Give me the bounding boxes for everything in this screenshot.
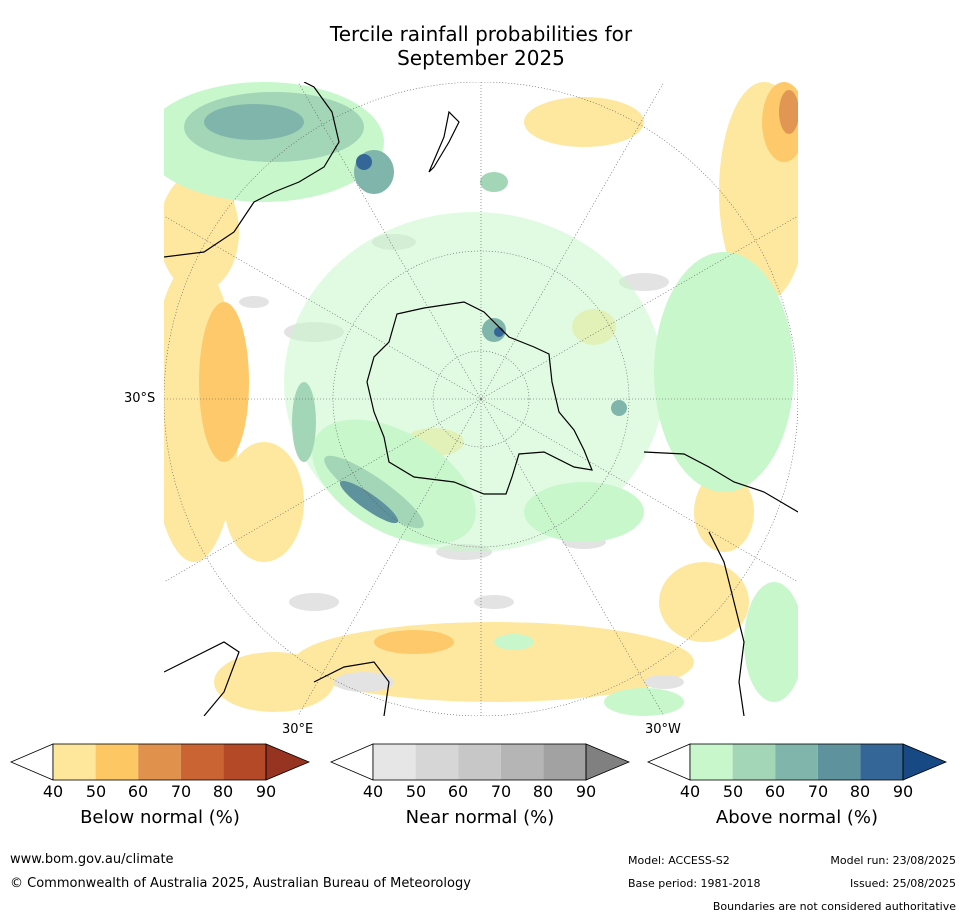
australia-outline [164, 82, 340, 258]
tick-label: 50 [722, 782, 744, 801]
tick-label: 70 [807, 782, 829, 801]
colorbar-low-extension [646, 743, 691, 781]
model-run-date: Model run: 23/08/2025 [830, 854, 956, 867]
colorbar-low-extension [9, 743, 54, 781]
colorbar-box [860, 744, 903, 780]
colorbar-box [180, 744, 224, 780]
colorbar-box [775, 744, 818, 780]
below-normal-colorbar [9, 743, 311, 783]
new-zealand-outline [428, 110, 460, 173]
colorbar-box [138, 744, 181, 780]
colorbar-frame [52, 743, 267, 781]
tick-label: 80 [532, 782, 554, 801]
above-normal-regions [164, 82, 798, 716]
tick-label: 70 [490, 782, 512, 801]
colorbar-high-extension [265, 743, 311, 781]
tick-label: 50 [405, 782, 427, 801]
tick-label: 50 [85, 782, 107, 801]
lon-label-30w: 30°W [645, 722, 681, 737]
colorbar-frame [689, 743, 904, 781]
near-normal-scale [329, 743, 631, 781]
title-line-1: Tercile rainfall probabilities for [329, 22, 633, 46]
colorbar-box [415, 744, 459, 780]
lat-label-30s: 30°S [124, 391, 156, 406]
above-normal-title: Above normal (%) [715, 807, 879, 828]
copyright-text: © Commonwealth of Australia 2025, Austra… [10, 876, 471, 891]
colorbar-box [690, 744, 733, 780]
tick-label: 90 [892, 782, 914, 801]
tick-label: 90 [575, 782, 597, 801]
tick-label: 60 [447, 782, 469, 801]
coastlines [164, 82, 798, 716]
title-line-2: September 2025 [397, 46, 565, 70]
colorbar-box [223, 744, 266, 780]
tick-label: 90 [255, 782, 277, 801]
below-normal-scale [9, 743, 311, 781]
base-period: Base period: 1981-2018 [628, 877, 761, 890]
model-name: Model: ACCESS-S2 [628, 854, 730, 867]
near-normal-title: Near normal (%) [405, 807, 555, 828]
south-america-outline [643, 451, 798, 513]
south-america-west [708, 531, 745, 716]
boundaries-disclaimer: Boundaries are not considered authoritat… [712, 900, 956, 913]
colorbar-box [817, 744, 861, 780]
africa-outline [164, 641, 240, 716]
tick-label: 80 [849, 782, 871, 801]
map-canvas [164, 82, 798, 716]
southern-africa-tip [313, 661, 390, 716]
colorbar-frame [372, 743, 587, 781]
tick-label: 40 [42, 782, 64, 801]
website-link[interactable]: www.bom.gov.au/climate [10, 852, 174, 867]
colorbar-high-extension [902, 743, 948, 781]
tick-label: 60 [764, 782, 786, 801]
tick-label: 80 [212, 782, 234, 801]
near-normal-colorbar [329, 743, 631, 783]
colorbar-box [373, 744, 416, 780]
tick-label: 40 [679, 782, 701, 801]
colorbar-high-extension [585, 743, 631, 781]
antarctica-outline [366, 301, 593, 495]
colorbar-box [732, 744, 776, 780]
graticule [164, 82, 798, 716]
colorbar-box [53, 744, 96, 780]
tick-label: 70 [170, 782, 192, 801]
polar-map[interactable] [164, 82, 798, 716]
colorbar-box [500, 744, 544, 780]
above-normal-scale [646, 743, 948, 781]
colorbar-low-extension [329, 743, 374, 781]
issued-date: Issued: 25/08/2025 [849, 877, 956, 890]
colorbar-box [458, 744, 501, 780]
above-normal-colorbar [646, 743, 948, 783]
colorbar-box [95, 744, 139, 780]
tick-label: 40 [362, 782, 384, 801]
below-normal-title: Below normal (%) [80, 807, 240, 828]
lon-label-30e: 30°E [282, 722, 314, 737]
map-title: Tercile rainfall probabilities for Septe… [164, 22, 798, 70]
tick-label: 60 [127, 782, 149, 801]
colorbar-box [543, 744, 586, 780]
